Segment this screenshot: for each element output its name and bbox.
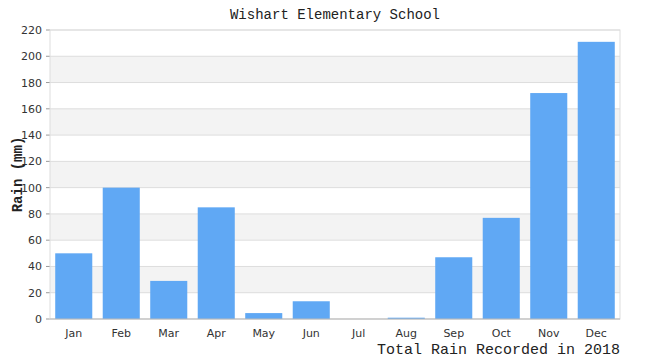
grid-line: [50, 56, 620, 57]
bar: [150, 281, 187, 319]
grid-line: [50, 319, 620, 320]
x-tick-label: Sep: [443, 327, 464, 340]
x-tick-label: Dec: [586, 327, 607, 340]
plot-frame: [50, 30, 620, 319]
grid: [50, 30, 620, 319]
x-axis-line: [50, 319, 620, 320]
bar: [245, 313, 282, 319]
bar: [103, 188, 140, 319]
bar: [483, 218, 520, 319]
tick-mark: [46, 292, 50, 293]
x-tick-label: Jun: [302, 327, 320, 340]
y-tick-label: 220: [21, 24, 42, 37]
bars: [55, 42, 615, 319]
x-tick-label: Apr: [207, 327, 227, 340]
tick-mark: [46, 82, 50, 83]
x-axis-label: Total Rain Recorded in 2018: [377, 342, 620, 359]
tick-mark: [46, 108, 50, 109]
tick-mark: [46, 135, 50, 136]
grid-band: [50, 56, 620, 82]
x-tick-label: Mar: [158, 327, 179, 340]
tick-mark: [46, 30, 50, 31]
bar: [578, 42, 615, 319]
tick-mark: [46, 240, 50, 241]
chart-container: 020406080100120140160180200220JanFebMarA…: [0, 0, 650, 360]
tick-mark: [46, 56, 50, 57]
x-tick-label: May: [252, 327, 275, 340]
y-tick-label: 60: [28, 234, 42, 247]
y-tick-label: 200: [21, 50, 42, 63]
grid-line: [50, 82, 620, 83]
chart-svg: 020406080100120140160180200220JanFebMarA…: [0, 0, 650, 360]
tick-mark: [46, 187, 50, 188]
y-tick-label: 180: [21, 77, 42, 90]
y-tick-label: 20: [28, 287, 42, 300]
bar: [530, 93, 567, 319]
y-tick-label: 80: [28, 208, 42, 221]
tick-mark: [46, 213, 50, 214]
bar: [198, 207, 235, 319]
x-tick-label: Jan: [64, 327, 82, 340]
y-axis-label: Rain (mm): [10, 137, 26, 213]
tick-mark: [46, 319, 50, 320]
tick-mark: [46, 161, 50, 162]
x-tick-label: Aug: [396, 327, 417, 340]
tick-mark: [46, 266, 50, 267]
x-tick-label: Feb: [112, 327, 131, 340]
y-tick-label: 0: [35, 313, 42, 326]
bar: [293, 301, 330, 319]
x-tick-label: Oct: [492, 327, 512, 340]
y-tick-label: 160: [21, 103, 42, 116]
bar: [55, 253, 92, 319]
y-tick-label: 40: [28, 260, 42, 273]
x-tick-label: Jul: [351, 327, 365, 340]
x-tick-label: Nov: [538, 327, 560, 340]
bar: [435, 257, 472, 319]
title: Wishart Elementary School: [230, 7, 440, 23]
